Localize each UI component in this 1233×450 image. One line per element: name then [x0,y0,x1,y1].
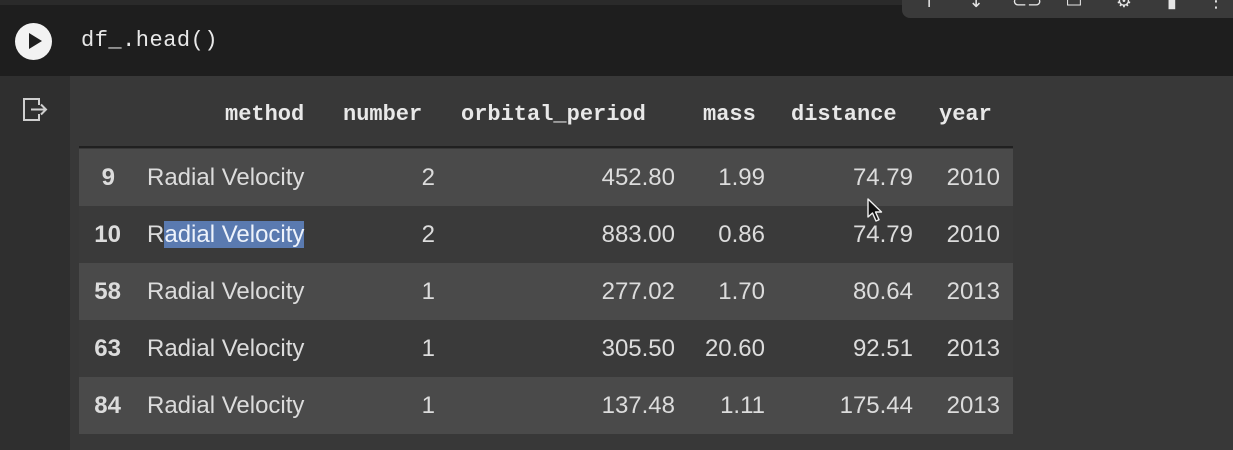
table-row: 58 Radial Velocity 1 277.02 1.70 80.64 2… [79,263,1013,320]
cell-mass: 20.60 [704,335,765,362]
cell-method: Radial Velocity [147,278,305,305]
row-index: 63 [94,335,121,362]
cell-number: 1 [421,335,435,362]
cell-mass: 1.70 [718,278,765,305]
cell-orbital-period: 883.00 [601,221,675,248]
table-row: 84 Radial Velocity 1 137.48 1.11 175.44 … [79,377,1013,434]
row-index: 10 [94,221,121,248]
cell-method: Radial Velocity [147,206,305,263]
column-header-distance: distance [791,102,897,127]
more-icon[interactable]: ⋮ [1207,0,1225,12]
table-row: 63 Radial Velocity 1 305.50 20.60 92.51 … [79,320,1013,377]
link-icon[interactable]: ⊂⊃ [1012,0,1043,12]
cell-mass: 1.11 [720,392,765,419]
comment-icon[interactable]: ▭ [1065,0,1083,12]
table-row: 9 Radial Velocity 2 452.80 1.99 74.79 20… [79,149,1013,206]
mouse-pointer-icon [867,198,883,222]
cell-distance: 74.79 [852,221,913,248]
cell-method: Radial Velocity [147,164,305,191]
header-divider [79,146,1013,148]
column-header-orbital-period: orbital_period [461,102,646,127]
cell-year: 2010 [946,164,1000,191]
arrow-down-icon[interactable]: ↓ [968,0,984,12]
cell-year: 2013 [946,392,1000,419]
cell-orbital-period: 305.50 [601,335,675,362]
cell-year: 2010 [946,221,1000,248]
table-row: 10 Radial Velocity 2 883.00 0.86 74.79 2… [79,206,1013,263]
cell-mass: 0.86 [718,221,765,248]
cell-number: 1 [421,392,435,419]
row-index: 84 [94,392,121,419]
cell-distance: 80.64 [852,278,913,305]
gear-icon[interactable]: ⚙ [1115,0,1133,12]
cell-distance: 74.79 [852,164,913,191]
row-index: 9 [101,164,115,191]
play-icon [29,33,42,49]
delete-icon[interactable]: ▮ [1167,0,1177,12]
cell-number: 1 [421,278,435,305]
run-cell-button[interactable] [15,23,52,60]
column-header-method: method [225,102,305,127]
cell-orbital-period: 277.02 [601,278,675,305]
cell-distance: 175.44 [839,392,913,419]
cell-toolbar: ↑ ↓ ⊂⊃ ▭ ⚙ ▮ ⋮ [902,0,1233,18]
output-action-icon[interactable] [22,97,50,123]
cell-distance: 92.51 [852,335,913,362]
cell-orbital-period: 137.48 [601,392,675,419]
arrow-up-icon[interactable]: ↑ [921,0,937,12]
cell-method-unselected: R [147,221,165,248]
cell-year: 2013 [946,335,1000,362]
code-editor[interactable]: df_.head() [81,28,219,53]
text-selection: adial Velocity [164,221,305,248]
column-header-year: year [939,102,992,127]
cell-method: Radial Velocity [147,392,305,419]
cell-orbital-period: 452.80 [601,164,675,191]
table-header: method number orbital_period mass distan… [79,92,1013,148]
cell-divider [0,0,1233,5]
cell-number: 2 [421,221,435,248]
cell-year: 2013 [946,278,1000,305]
output-gutter [0,76,70,450]
column-header-mass: mass [703,102,756,127]
cell-number: 2 [421,164,435,191]
cell-method: Radial Velocity [147,335,305,362]
column-header-number: number [343,102,423,127]
row-index: 58 [94,278,121,305]
cell-mass: 1.99 [718,164,765,191]
code-cell[interactable]: df_.head() ↑ ↓ ⊂⊃ ▭ ⚙ ▮ ⋮ [0,0,1233,76]
